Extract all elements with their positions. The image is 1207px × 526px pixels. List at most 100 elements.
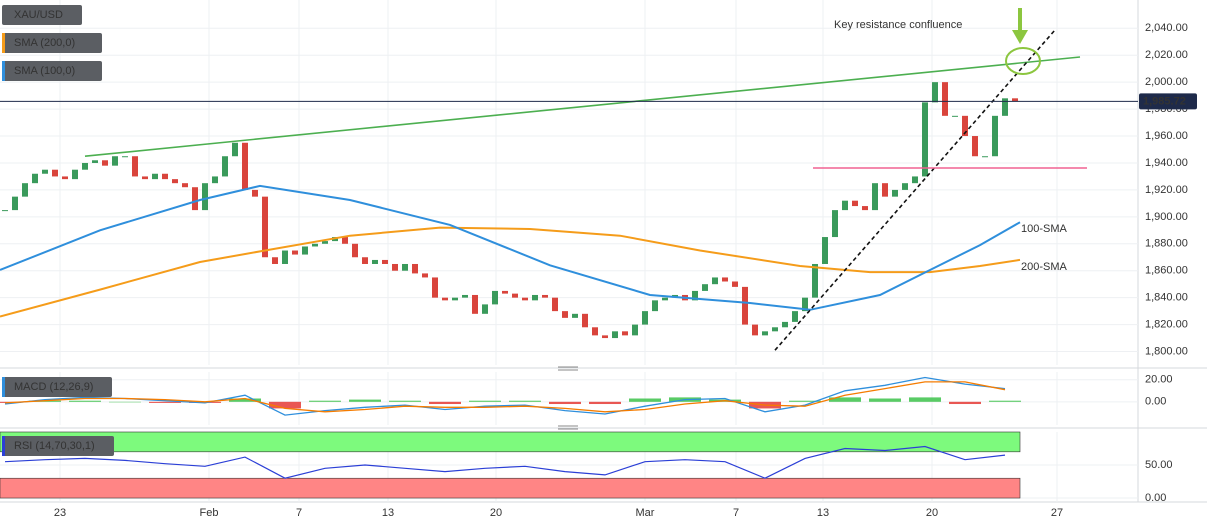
candle xyxy=(352,243,358,258)
x-tick-label: Mar xyxy=(636,507,655,519)
candle xyxy=(142,176,148,180)
candle xyxy=(932,82,938,103)
legend-box xyxy=(2,33,102,53)
candle xyxy=(292,250,298,255)
histogram-bar xyxy=(149,401,181,403)
y-tick-label: 1,820.00 xyxy=(1145,319,1188,331)
histogram-bar xyxy=(829,397,861,402)
candle xyxy=(642,311,648,325)
y-tick-label: 0.00 xyxy=(1145,396,1166,408)
candle xyxy=(402,263,408,271)
y-tick-label: 1,960.00 xyxy=(1145,130,1188,142)
candle xyxy=(462,294,468,298)
candle xyxy=(182,183,188,188)
candle xyxy=(912,176,918,184)
candle xyxy=(242,142,248,190)
candle xyxy=(922,102,928,177)
y-tick-label: 1,800.00 xyxy=(1145,345,1188,357)
candle xyxy=(272,257,278,264)
candle xyxy=(32,173,38,184)
candle xyxy=(442,297,448,301)
candle xyxy=(422,273,428,278)
candle xyxy=(342,237,348,244)
label-swatch xyxy=(2,377,5,397)
x-tick-label: 7 xyxy=(733,507,739,519)
trendline xyxy=(84,56,1081,157)
x-tick-label: 13 xyxy=(382,507,394,519)
rsi-band xyxy=(0,431,1021,453)
candle xyxy=(872,183,878,211)
candle xyxy=(502,290,508,294)
candle xyxy=(982,156,988,158)
candle xyxy=(52,169,58,177)
legend-box xyxy=(2,61,102,81)
candle xyxy=(992,115,998,157)
histogram-bar xyxy=(949,401,981,405)
candle xyxy=(622,331,628,336)
label-box xyxy=(2,436,114,456)
candle xyxy=(162,173,168,180)
candle xyxy=(232,142,238,157)
candle xyxy=(112,156,118,166)
candle xyxy=(532,294,538,301)
candle xyxy=(102,160,108,166)
y-tick-label: 2,040.00 xyxy=(1145,22,1188,34)
legend-swatch xyxy=(2,61,5,81)
candle xyxy=(772,327,778,332)
candle xyxy=(602,335,608,339)
histogram-bar xyxy=(789,400,821,402)
legend-label: SMA (100,0) xyxy=(14,65,75,77)
label-box xyxy=(2,377,112,397)
candle xyxy=(702,284,708,291)
candle xyxy=(692,290,698,301)
candle xyxy=(712,277,718,285)
histogram-bar xyxy=(909,397,941,402)
candle xyxy=(842,200,848,211)
indicator-title: RSI (14,70,30,1) xyxy=(14,440,95,452)
candle xyxy=(902,183,908,190)
y-tick-label: 1,920.00 xyxy=(1145,184,1188,196)
candle xyxy=(122,156,128,158)
indicator-title: MACD (12,26,9) xyxy=(14,381,93,393)
candle xyxy=(262,196,268,258)
candle xyxy=(252,189,258,197)
legend-item[interactable]: XAU/USD xyxy=(2,5,82,25)
histogram-bar xyxy=(989,400,1021,402)
candle xyxy=(482,304,488,314)
histogram-bar xyxy=(629,398,661,402)
candle xyxy=(302,246,308,255)
y-tick-label: 1,880.00 xyxy=(1145,238,1188,250)
rsi-line xyxy=(4,445,1006,479)
x-tick-label: 20 xyxy=(926,507,938,519)
candle xyxy=(882,183,888,197)
x-tick-label: Feb xyxy=(200,507,219,519)
candle xyxy=(742,286,748,325)
candle xyxy=(392,263,398,271)
trendline xyxy=(774,29,1056,351)
candle xyxy=(662,297,668,301)
arrow-head xyxy=(1012,30,1028,44)
candle xyxy=(22,183,28,197)
histogram-bar xyxy=(509,400,541,402)
pane-handle[interactable] xyxy=(558,366,578,430)
candle xyxy=(222,156,228,177)
candle xyxy=(722,277,728,282)
candle xyxy=(132,156,138,177)
label-swatch xyxy=(2,436,5,456)
y-tick-label: 20.00 xyxy=(1145,374,1173,386)
candle xyxy=(212,176,218,184)
sma-annotation: 200-SMA xyxy=(1021,261,1068,273)
candle xyxy=(752,324,758,336)
candle xyxy=(472,294,478,314)
candle xyxy=(612,331,618,339)
legend-label: XAU/USD xyxy=(14,9,63,21)
candle xyxy=(542,294,548,298)
legend-item[interactable]: SMA (200,0) xyxy=(2,33,102,53)
candle xyxy=(892,189,898,197)
candle xyxy=(732,281,738,287)
histogram-bar xyxy=(69,400,101,402)
candle xyxy=(822,237,828,264)
macd-line xyxy=(4,381,1006,413)
candle xyxy=(82,162,88,170)
legend-item[interactable]: SMA (100,0) xyxy=(2,61,102,81)
